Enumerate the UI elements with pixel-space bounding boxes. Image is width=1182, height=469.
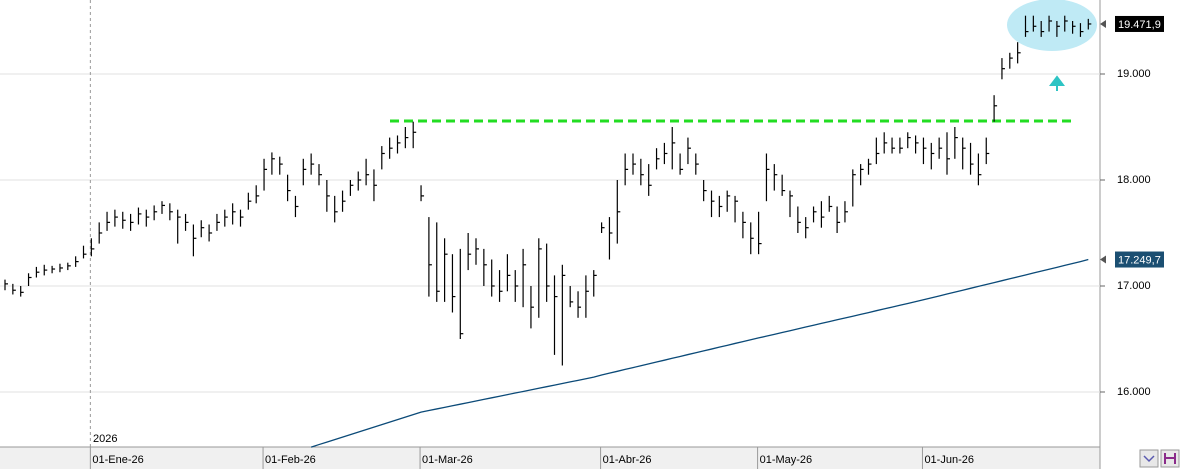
up-arrow [1049,75,1065,91]
x-tick-label: 01-Feb-26 [265,454,316,466]
x-tick-label: 01-Abr-26 [603,454,652,466]
y-tick-label: 17.000 [1117,280,1151,292]
bottom-icons [1139,449,1180,468]
highlight-ellipse [1007,0,1097,51]
icon-glyph [1164,453,1176,464]
x-tick-label: 01-Jun-26 [924,454,974,466]
x-tick-label: 01-Ene-26 [92,454,143,466]
price-tag-label: 17.249,7 [1118,254,1161,266]
x-tick-label: 01-May-26 [760,454,813,466]
y-tick-label: 16.000 [1117,386,1151,398]
x-axis-strip [0,447,1100,469]
year-label: 2026 [93,433,117,445]
price-tag [1115,15,1164,32]
y-tick-label: 18.000 [1117,174,1151,186]
moving-average [310,258,1089,448]
price-tag-label: 19.471,9 [1118,19,1161,31]
price-tag-pointer [1100,19,1106,28]
price-tag-pointer [1100,255,1106,264]
y-tick-label: 19.000 [1117,68,1151,80]
price-tag [1115,251,1164,268]
x-tick-label: 01-Mar-26 [422,454,473,466]
icon-glyph [1143,455,1155,463]
icon [1139,449,1159,468]
